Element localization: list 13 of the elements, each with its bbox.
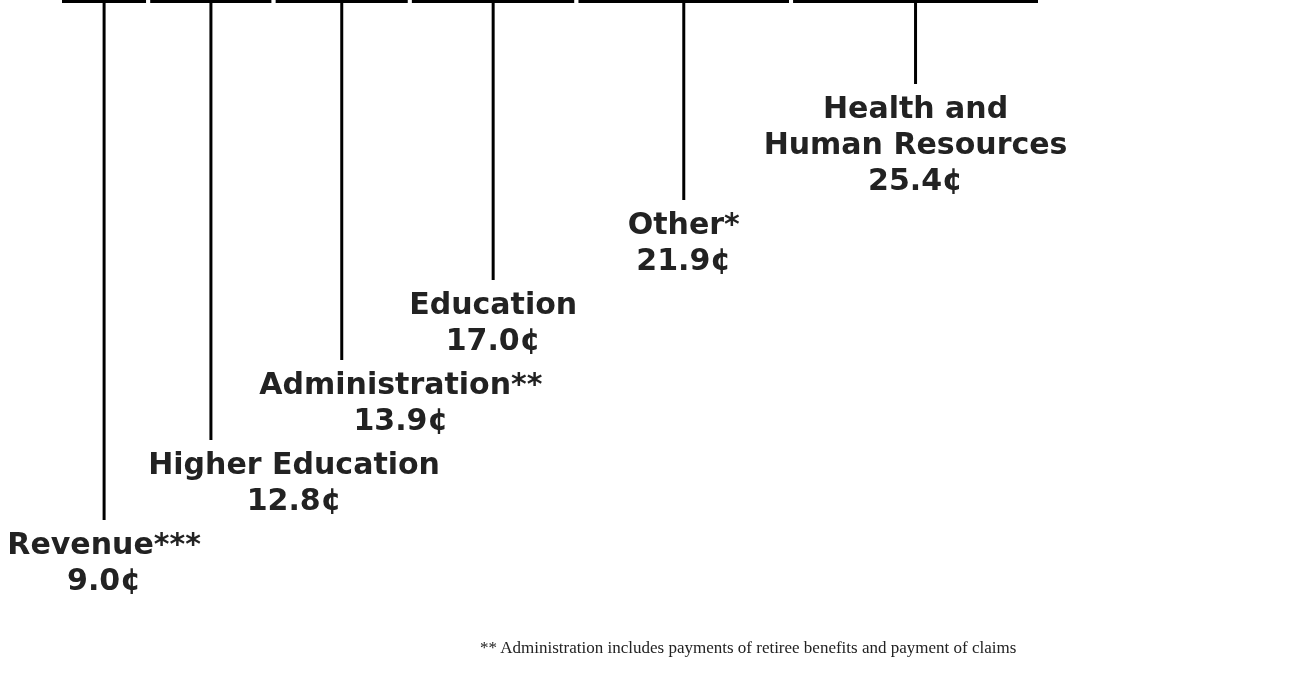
legend-label: Revenue*** (7, 526, 202, 561)
legend-label: Education (409, 286, 578, 321)
data-label: 17.0¢ (445, 322, 541, 357)
data-label: 12.8¢ (246, 482, 342, 517)
data-label: 9.0¢ (67, 562, 142, 597)
legend-label: Other* (627, 206, 741, 241)
text: ** Administration includes payments of retiree benefits and payment of claims (480, 638, 1017, 657)
data-label: 13.9¢ (353, 402, 449, 437)
data-label: 21.9¢ (636, 242, 732, 277)
legend-label: Higher Education (148, 446, 440, 481)
legend-label: Administration** (259, 366, 543, 401)
legend-label: Health and Human Resources (763, 90, 1068, 161)
data-label: 25.4¢ (868, 162, 963, 197)
